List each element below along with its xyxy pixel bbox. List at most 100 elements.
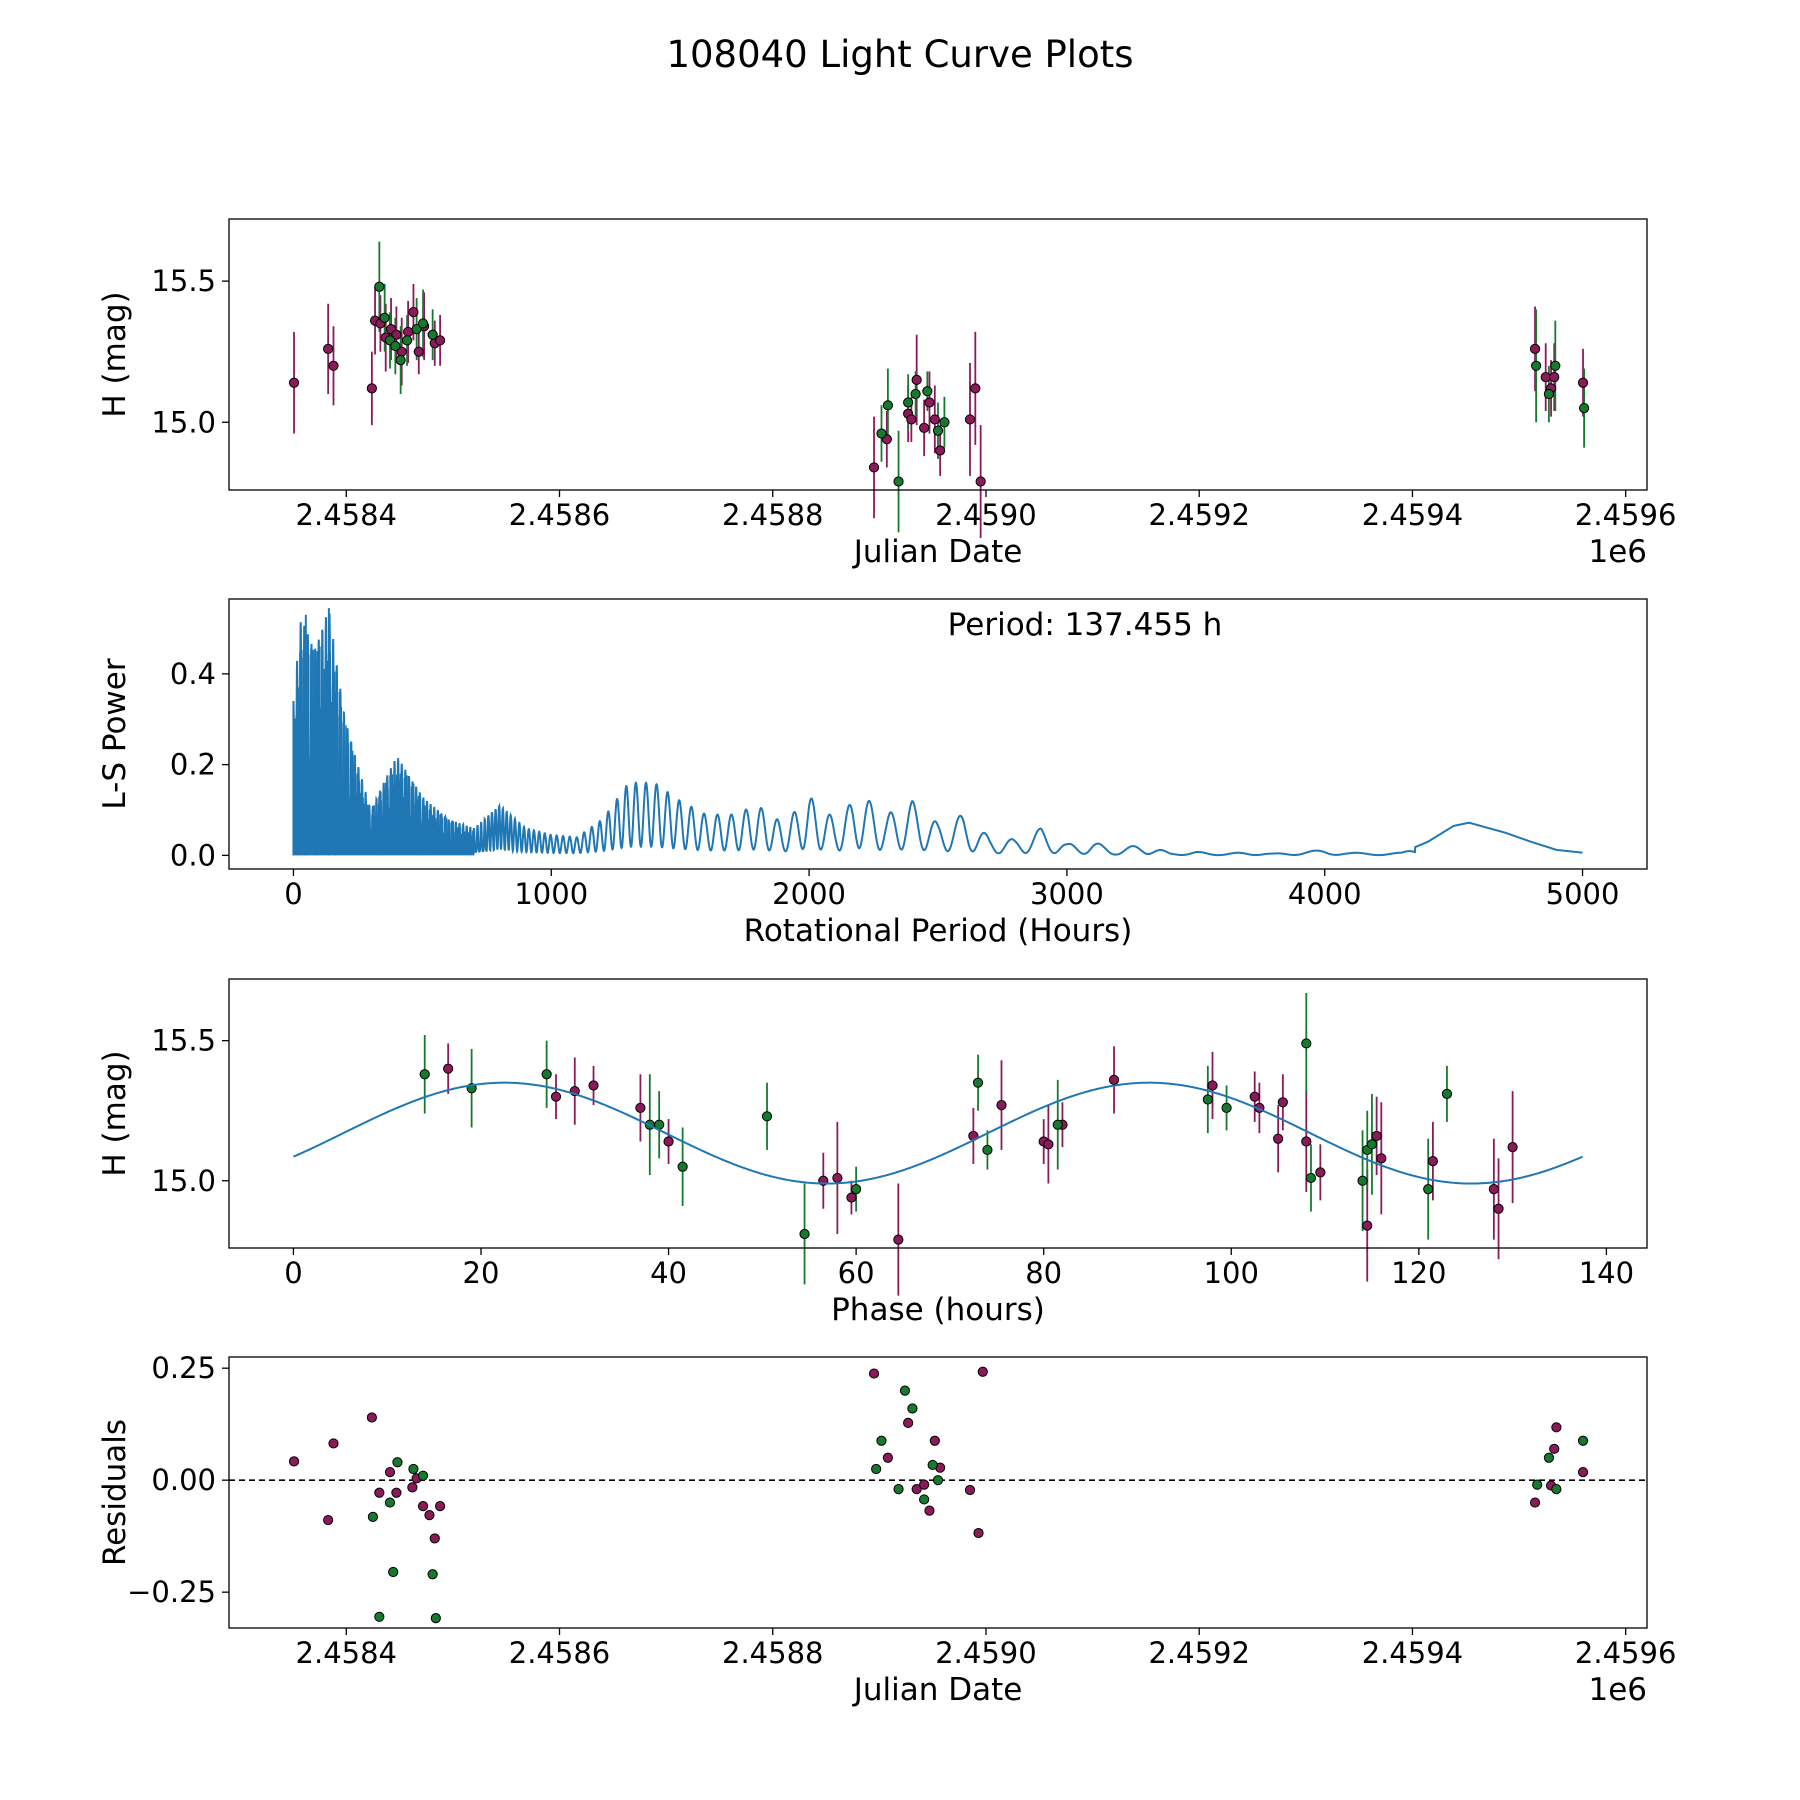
data-point-filter_b <box>1366 1139 1378 1150</box>
data-point-filter_b <box>427 329 438 340</box>
x-tick-label: 2.4592 <box>1148 498 1249 532</box>
data-point-filter_b <box>395 355 406 366</box>
data-point-filter_b <box>374 1611 385 1622</box>
data-point-filter_b <box>871 1463 882 1475</box>
data-point-filter_b <box>927 1459 938 1471</box>
data-point-filter_b <box>1202 1094 1213 1105</box>
data-point-filter_a <box>1488 1184 1499 1195</box>
data-point-filter_a <box>1043 1139 1054 1150</box>
x-axis-label: Julian Date <box>852 1672 1023 1708</box>
data-point-filter_a <box>1301 1136 1312 1147</box>
data-point-filter_b <box>1577 1435 1589 1446</box>
data-point-filter_b <box>893 1484 904 1495</box>
data-point-filter_b <box>1543 1452 1555 1463</box>
x-tick-label: 0 <box>284 1256 302 1290</box>
data-point-filter_a <box>328 360 339 371</box>
data-point-filter_a <box>391 1487 402 1498</box>
data-point-filter_a <box>996 1099 1007 1111</box>
data-point-filter_a <box>407 1482 418 1493</box>
data-point-filter_a <box>1529 1497 1541 1508</box>
data-point-filter_a <box>1540 371 1551 383</box>
data-point-filter_a <box>906 414 917 425</box>
data-point-filter_a <box>384 1467 396 1478</box>
x-offset-label: 1e6 <box>1588 534 1647 570</box>
data-point-filter_b <box>1052 1119 1063 1130</box>
data-point-filter_a <box>846 1192 857 1203</box>
data-point-filter_b <box>932 425 944 436</box>
data-point-filter_b <box>932 1475 944 1486</box>
x-tick-label: 1000 <box>514 877 588 911</box>
x-tick-label: 0 <box>284 877 302 911</box>
y-tick-label: 0.00 <box>151 1463 216 1497</box>
data-point-filter_a <box>550 1091 562 1102</box>
data-point-filter_a <box>919 1479 930 1490</box>
period-annotation: Period: 137.455 h <box>948 607 1223 643</box>
x-tick-label: 3000 <box>1030 877 1104 911</box>
data-point-filter_b <box>922 386 933 397</box>
data-point-filter_b <box>1531 360 1542 371</box>
residuals-plot: 2.4584 2.4586 2.4588 2.4590 2.4592 2.4594 2.45… <box>97 1351 1676 1708</box>
data-point-filter_b <box>893 476 904 487</box>
data-point-filter_a <box>935 445 946 456</box>
data-point-filter_a <box>1549 1443 1560 1454</box>
data-point-filter_b <box>882 400 893 411</box>
data-point-filter_b <box>939 417 950 428</box>
y-axis-label: Residuals <box>97 1419 133 1566</box>
data-point-filter_a <box>391 329 402 340</box>
x-tick-label: 2.4588 <box>722 498 823 532</box>
data-point-filter_a <box>1427 1156 1438 1167</box>
x-tick-label: 2.4592 <box>1148 1636 1249 1670</box>
data-point-filter_b <box>430 1613 441 1624</box>
data-point-filter_a <box>288 1456 300 1467</box>
y-axis-label: H (mag) <box>97 291 133 417</box>
y-tick-label: 15.0 <box>151 1164 216 1198</box>
data-point-filter_b <box>1301 1038 1312 1049</box>
y-tick-label: 0.0 <box>170 838 216 872</box>
data-point-filter_a <box>403 326 414 338</box>
data-point-filter_a <box>1277 1097 1288 1108</box>
x-tick-label: 2.4590 <box>935 498 1036 532</box>
data-point-filter_a <box>323 343 334 354</box>
data-point-filter_b <box>417 318 429 329</box>
data-point-filter_a <box>366 1412 377 1423</box>
model-curve <box>293 1081 1583 1185</box>
x-tick-label: 140 <box>1579 1256 1634 1290</box>
data-point-filter_a <box>964 1484 976 1496</box>
x-tick-label: 2000 <box>772 877 846 911</box>
y-tick-label: 0.2 <box>170 748 216 782</box>
data-point-filter_a <box>919 422 930 433</box>
x-tick-label: 4000 <box>1288 877 1362 911</box>
data-point-filter_a <box>970 383 981 394</box>
data-point-filter_a <box>975 476 986 487</box>
x-tick-label: 2.4584 <box>296 498 397 532</box>
y-tick-label: 0.4 <box>170 657 216 691</box>
x-tick-label: 20 <box>463 1256 500 1290</box>
data-point-filter_a <box>903 1417 914 1428</box>
data-point-filter_b <box>1550 360 1561 371</box>
x-tick-label: 2.4584 <box>296 1636 397 1670</box>
data-point-filter_a <box>417 1501 429 1512</box>
x-axis-label: Rotational Period (Hours) <box>744 913 1133 949</box>
x-tick-label: 100 <box>1204 1256 1259 1290</box>
data-point-filter_b <box>427 1569 438 1580</box>
data-point-filter_b <box>910 388 921 400</box>
data-point-filter_a <box>413 346 424 357</box>
data-point-filter_b <box>1305 1172 1317 1184</box>
x-tick-label: 80 <box>1025 1256 1062 1290</box>
data-point-filter_b <box>1441 1088 1453 1099</box>
data-point-filter_a <box>1315 1167 1326 1178</box>
data-point-filter_a <box>635 1102 646 1113</box>
plot-frame <box>228 598 1648 870</box>
data-point-filter_b <box>799 1228 810 1240</box>
data-point-filter_a <box>882 1452 893 1463</box>
data-point-filter_b <box>392 1457 403 1468</box>
y-tick-label: 15.5 <box>151 1024 216 1058</box>
data-point-filter_a <box>868 1368 880 1379</box>
x-tick-label: 2.4586 <box>509 498 610 532</box>
x-offset-label: 1e6 <box>1588 1672 1647 1708</box>
x-tick-label: 2.4596 <box>1575 1636 1676 1670</box>
data-point-filter_b <box>419 1069 430 1080</box>
data-point-filter_a <box>1207 1080 1218 1091</box>
periodogram-plot: 0 1000 2000 3000 4000 5000 0.0 0.2 0.4 Rotational… <box>97 598 1648 949</box>
y-axis-label: H (mag) <box>97 1050 133 1176</box>
